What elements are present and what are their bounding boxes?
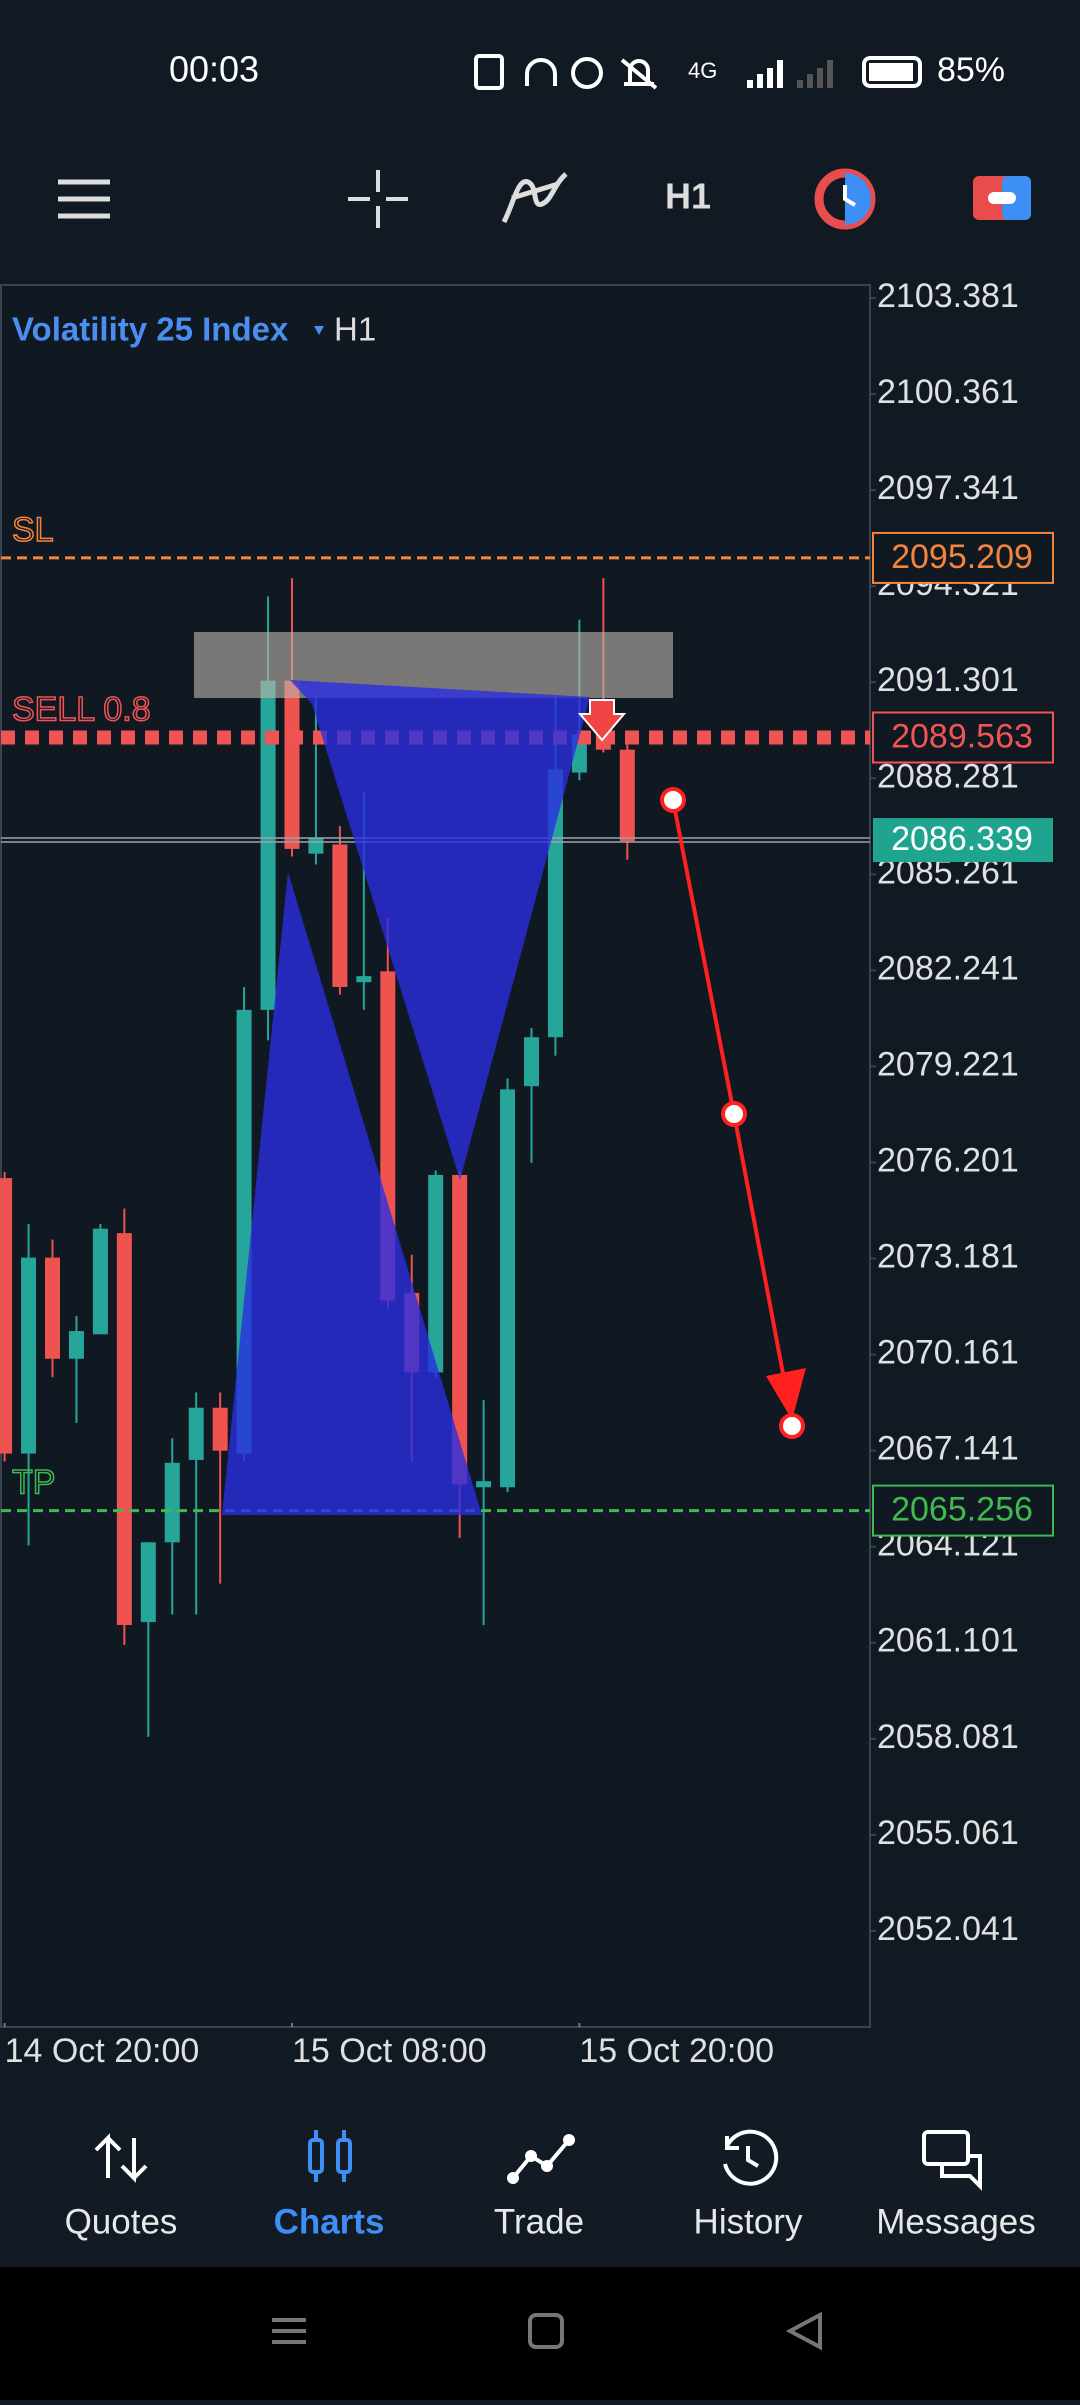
level-label: SL [12, 511, 54, 549]
zone-rectangle[interactable] [194, 632, 673, 698]
y-tick-label: 2061.101 [877, 1622, 1019, 1660]
candle-body [188, 1407, 204, 1460]
price-box-label: 2065.256 [891, 1491, 1033, 1529]
candle-body [92, 1228, 108, 1335]
x-tick-label: 15 Oct 20:00 [579, 2032, 774, 2070]
network-label: 4G [688, 58, 717, 83]
price-box [873, 818, 1053, 863]
pattern-triangle[interactable] [222, 872, 482, 1515]
candle-body [452, 1174, 468, 1485]
status-icons [474, 54, 922, 90]
nav-label[interactable]: Charts [274, 2202, 385, 2241]
x-tick-label: 14 Oct 20:00 [5, 2032, 200, 2070]
symbol-name[interactable]: Volatility 25 Index [12, 311, 289, 348]
forecast-arrow[interactable] [660, 787, 806, 1439]
candle-body [140, 1542, 156, 1623]
y-tick-label: 2103.381 [877, 277, 1019, 315]
y-tick-label: 2100.361 [877, 373, 1019, 411]
candle-body [45, 1257, 60, 1359]
timeframe-button[interactable]: H1 [665, 176, 711, 217]
battery-level: 85% [937, 51, 1005, 89]
symbol-dropdown[interactable] [314, 326, 324, 335]
candle-body [260, 680, 276, 1010]
candle-body [0, 1178, 13, 1454]
candle-body [116, 1233, 132, 1625]
price-box-label: 2089.563 [891, 717, 1033, 755]
level-label: SELL 0.8 [12, 690, 151, 728]
indicators-button[interactable] [501, 172, 568, 224]
candle-body [284, 680, 300, 849]
nav-icons [94, 2129, 982, 2191]
candle-body [356, 976, 372, 983]
pattern-triangle[interactable] [290, 680, 590, 1180]
theme-button[interactable] [973, 176, 1031, 220]
candle-body [308, 838, 324, 854]
price-box [872, 531, 1054, 584]
candle-body [619, 749, 635, 842]
y-tick-label: 2076.201 [877, 1141, 1019, 1179]
candle-body [332, 844, 348, 987]
y-tick-label: 2097.341 [877, 469, 1019, 507]
clock: 00:03 [169, 49, 259, 90]
chart-timeframe: H1 [334, 311, 376, 348]
nav-label[interactable]: Quotes [65, 2202, 178, 2241]
level-label: TP [12, 1464, 55, 1502]
system-buttons[interactable] [272, 2311, 822, 2351]
crosshair-button[interactable] [348, 170, 408, 228]
candle-body [212, 1407, 228, 1451]
price-box [872, 1484, 1054, 1537]
y-tick-label: 2055.061 [877, 1814, 1019, 1852]
candle-body [524, 1037, 539, 1087]
x-tick-label: 15 Oct 08:00 [292, 2032, 487, 2070]
candle-body [68, 1331, 84, 1359]
y-tick-label: 2091.301 [877, 661, 1019, 699]
y-tick-label: 2079.221 [877, 1045, 1019, 1083]
candle-body [476, 1481, 492, 1488]
nav-label[interactable]: Messages [876, 2202, 1036, 2241]
price-box-label: 2095.209 [891, 538, 1033, 576]
menu-button[interactable] [58, 179, 110, 219]
y-tick-label: 2052.041 [877, 1910, 1019, 1948]
nav-label[interactable]: History [694, 2202, 803, 2241]
price-box-label: 2086.339 [891, 820, 1033, 858]
trade-clock-button[interactable] [814, 168, 876, 230]
candle-body [428, 1174, 444, 1373]
candle-body [164, 1462, 180, 1543]
y-tick-label: 2082.241 [877, 949, 1019, 987]
nav-label[interactable]: Trade [494, 2202, 584, 2241]
y-tick-label: 2067.141 [877, 1430, 1019, 1468]
y-tick-label: 2088.281 [877, 757, 1019, 795]
chart-area[interactable] [0, 284, 871, 2028]
bottom-nav [0, 2090, 1080, 2267]
y-tick-label: 2073.181 [877, 1238, 1019, 1276]
candle-body [500, 1089, 516, 1488]
sell-marker [577, 699, 627, 742]
y-tick-label: 2070.161 [877, 1334, 1019, 1372]
system-nav-bar [0, 2267, 1080, 2400]
price-box [872, 711, 1054, 764]
candle-body [21, 1257, 37, 1454]
y-tick-label: 2058.081 [877, 1718, 1019, 1756]
